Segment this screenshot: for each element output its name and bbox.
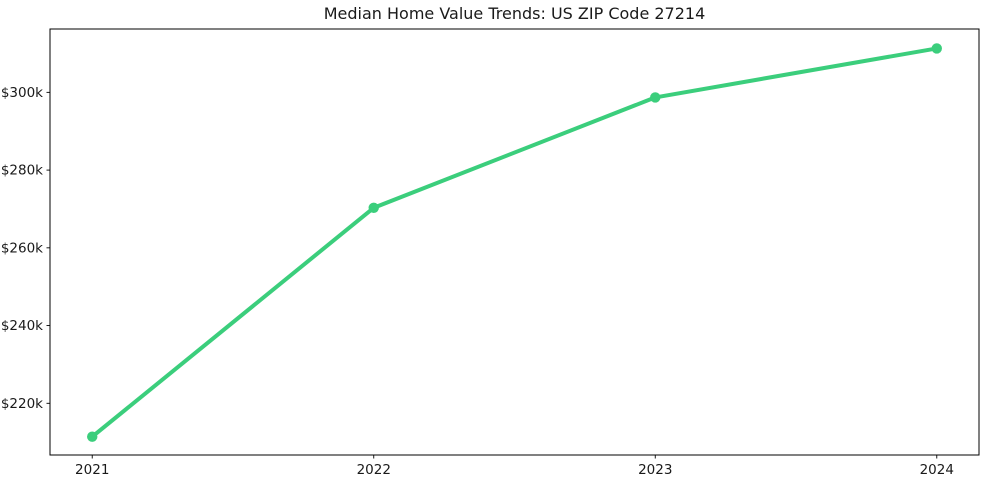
y-tick-label: $260k bbox=[1, 240, 43, 256]
data-point bbox=[931, 43, 942, 54]
data-point bbox=[87, 431, 98, 442]
y-tick-label: $300k bbox=[1, 85, 43, 101]
x-tick-label: 2022 bbox=[357, 462, 391, 478]
y-tick-label: $240k bbox=[1, 318, 43, 334]
chart-title: Median Home Value Trends: US ZIP Code 27… bbox=[323, 4, 706, 23]
data-point bbox=[368, 202, 379, 213]
y-tick-label: $280k bbox=[1, 163, 43, 179]
plot-border bbox=[49, 28, 980, 456]
x-tick-label: 2023 bbox=[638, 462, 672, 478]
series-line bbox=[90, 46, 939, 439]
x-tick-label: 2021 bbox=[75, 462, 109, 478]
x-tick-label: 2024 bbox=[920, 462, 954, 478]
y-tick-label: $220k bbox=[1, 396, 43, 412]
data-point bbox=[650, 92, 661, 103]
